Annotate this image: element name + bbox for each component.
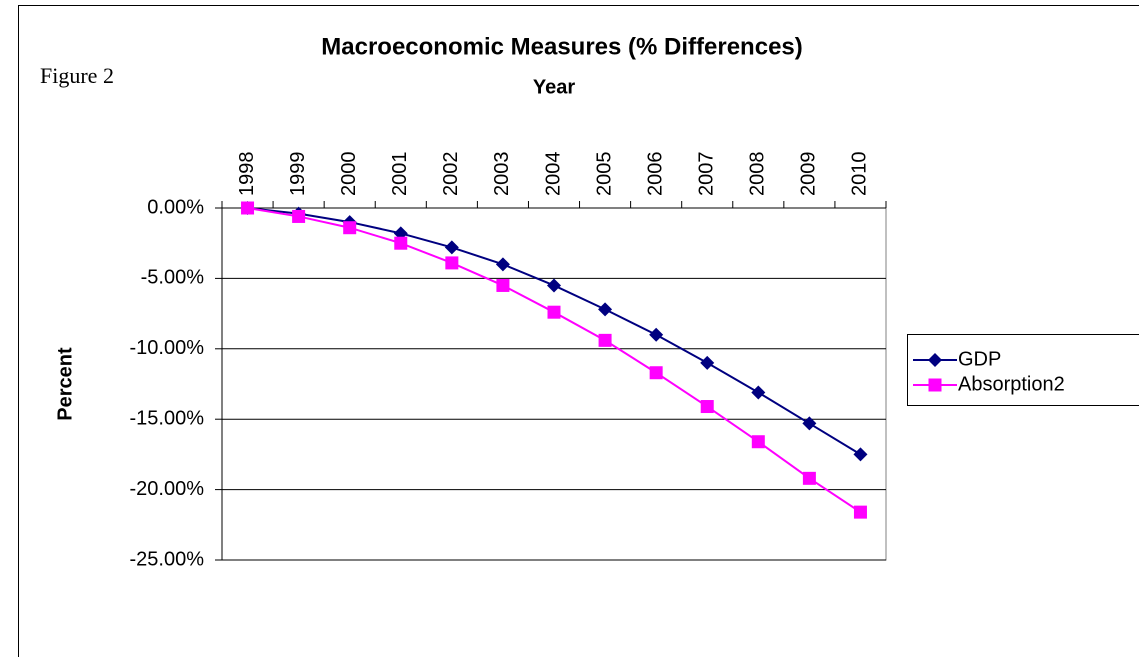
chart-frame <box>18 5 1139 657</box>
square-marker <box>547 305 561 319</box>
y-tick-label: -15.00% <box>130 407 205 429</box>
diamond-marker <box>802 416 817 431</box>
legend-label: GDP <box>958 348 1001 370</box>
y-tick-label: -10.00% <box>130 337 205 359</box>
y-tick-label: -20.00% <box>130 478 205 500</box>
x-tick-label: 2006 <box>644 152 666 197</box>
diamond-marker <box>649 327 664 342</box>
square-marker <box>292 209 306 223</box>
y-tick-label: 0.00% <box>147 196 204 218</box>
diamond-marker <box>495 257 510 272</box>
square-marker <box>700 400 714 414</box>
x-tick-label: 2004 <box>542 152 564 197</box>
x-tick-label: 2007 <box>696 152 718 197</box>
diamond-marker <box>598 302 613 317</box>
chart-title: Macroeconomic Measures (% Differences) <box>321 33 803 60</box>
y-tick-label: -25.00% <box>130 548 205 570</box>
square-marker <box>343 221 357 235</box>
x-tick-label: 2008 <box>747 152 769 197</box>
x-axis-title: Year <box>533 76 575 98</box>
square-marker <box>649 366 663 380</box>
diamond-marker <box>700 355 715 370</box>
figure-label: Figure 2 <box>40 63 114 88</box>
y-axis-title: Percent <box>54 347 76 421</box>
x-tick-label: 2003 <box>491 151 513 196</box>
legend-box <box>907 334 1139 406</box>
x-tick-label: 2001 <box>389 152 411 197</box>
x-tick-label: 2005 <box>593 152 615 197</box>
diamond-marker <box>928 353 942 367</box>
x-tick-label: 2000 <box>338 152 360 197</box>
diamond-marker <box>444 240 459 255</box>
x-tick-label: 2010 <box>849 152 871 197</box>
x-tick-label: 1998 <box>236 152 258 196</box>
x-tick-label: 2009 <box>798 152 820 197</box>
plot-area <box>221 207 887 561</box>
x-tick-label: 1999 <box>287 152 309 197</box>
square-marker <box>598 333 612 347</box>
diamond-marker <box>547 278 561 293</box>
square-marker <box>853 505 867 519</box>
legend-label: Absorption2 <box>958 373 1065 395</box>
square-marker <box>445 256 459 270</box>
x-tick-label: 2002 <box>440 152 462 197</box>
square-marker <box>496 278 510 292</box>
diamond-marker <box>853 447 868 462</box>
square-marker <box>394 236 408 250</box>
square-marker <box>241 201 255 215</box>
square-marker <box>928 378 942 392</box>
diamond-marker <box>751 385 766 400</box>
square-marker <box>802 471 816 485</box>
square-marker <box>751 435 765 449</box>
y-tick-label: -5.00% <box>141 267 205 289</box>
